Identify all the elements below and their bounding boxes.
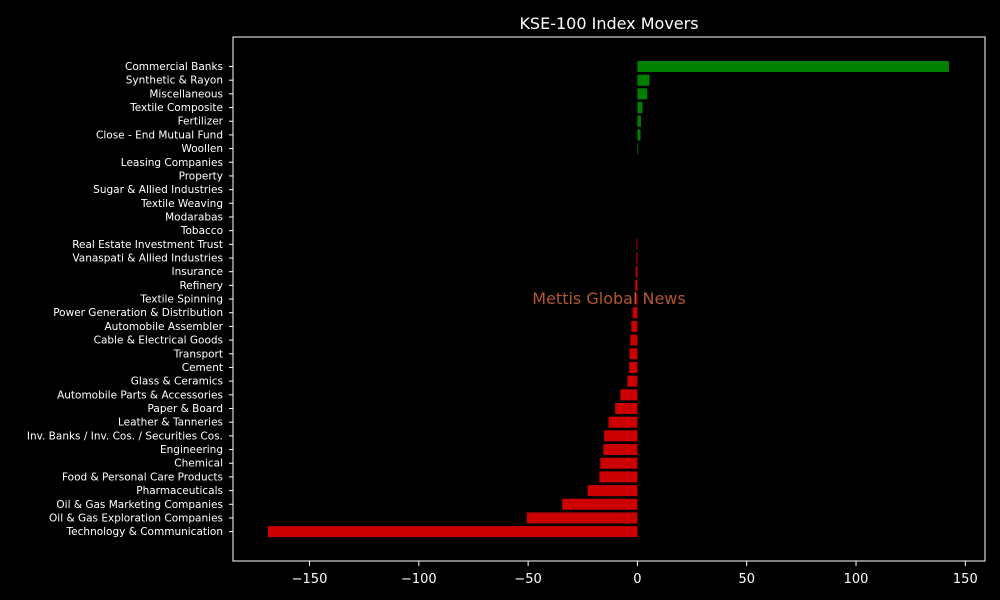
bar	[604, 430, 638, 442]
bar	[615, 403, 638, 414]
bar	[637, 115, 641, 127]
bar	[636, 238, 638, 250]
bar	[631, 320, 638, 332]
category-label: Automobile Parts & Accessories	[57, 389, 223, 401]
category-label: Power Generation & Distribution	[53, 307, 223, 319]
x-tick-label: 50	[738, 572, 755, 587]
bar	[629, 361, 638, 373]
category-label: Vanaspati & Allied Industries	[72, 253, 223, 265]
category-label: Cable & Electrical Goods	[94, 335, 223, 347]
category-label: Miscellaneous	[149, 88, 223, 100]
category-label: Textile Composite	[129, 102, 223, 114]
category-label: Woollen	[181, 143, 223, 155]
bar	[634, 293, 638, 305]
bar	[629, 348, 638, 360]
x-tick-label: 150	[953, 572, 978, 587]
bar	[620, 389, 638, 401]
bar	[637, 102, 643, 114]
category-label: Paper & Board	[148, 403, 223, 415]
category-label: Pharmaceuticals	[136, 485, 223, 497]
x-tick-label: 0	[633, 572, 641, 587]
category-label: Inv. Banks / Inv. Cos. / Securities Cos.	[27, 430, 223, 442]
bar	[526, 512, 638, 524]
bar	[603, 444, 638, 456]
x-tick-label: −50	[514, 572, 541, 587]
category-label: Commercial Banks	[125, 61, 223, 73]
x-tick-label: −100	[401, 572, 437, 587]
category-label: Food & Personal Care Products	[62, 471, 223, 483]
plot-frame	[232, 36, 986, 562]
category-label: Cement	[182, 362, 223, 374]
bar	[632, 307, 638, 319]
category-label: Synthetic & Rayon	[126, 75, 223, 87]
category-label: Property	[179, 170, 223, 182]
category-label: Leasing Companies	[121, 157, 223, 169]
category-label: Sugar & Allied Industries	[93, 184, 223, 196]
category-label: Tobacco	[180, 225, 223, 237]
category-label: Technology & Communication	[66, 526, 223, 538]
bar	[587, 485, 638, 497]
category-label: Glass & Ceramics	[131, 376, 223, 388]
category-label: Textile Weaving	[140, 198, 223, 210]
bar	[562, 498, 638, 510]
x-tick-label: 100	[844, 572, 869, 587]
bar	[637, 74, 650, 86]
category-label: Close - End Mutual Fund	[96, 129, 223, 141]
bar	[636, 252, 638, 264]
category-label: Real Estate Investment Trust	[72, 239, 223, 251]
bar	[267, 526, 638, 538]
category-label: Automobile Assembler	[105, 321, 224, 333]
category-label: Modarabas	[165, 211, 223, 223]
category-label: Transport	[173, 348, 223, 360]
bars-group	[267, 61, 949, 538]
category-label: Engineering	[160, 444, 223, 456]
watermark: Mettis Global News	[532, 289, 685, 308]
category-label: Fertilizer	[178, 116, 224, 128]
category-labels-group: Commercial Banks Synthetic & RayonMiscell…	[27, 61, 233, 538]
bar	[635, 266, 638, 278]
category-label: Oil & Gas Marketing Companies	[56, 499, 223, 511]
bar	[637, 143, 639, 155]
bar	[637, 61, 949, 72]
category-label: Chemical	[174, 458, 223, 470]
category-label: Insurance	[171, 266, 223, 278]
chart-title: KSE-100 Index Movers	[519, 14, 698, 33]
category-label: Textile Spinning	[139, 294, 223, 306]
bar	[599, 471, 638, 483]
bar	[608, 416, 638, 428]
bar	[637, 88, 648, 100]
x-axis: −150 −100 −50 0 50 100 150	[292, 561, 978, 587]
x-tick-label: −150	[292, 572, 328, 587]
bar	[635, 279, 638, 291]
bar	[600, 457, 638, 469]
bar	[637, 129, 641, 141]
bar	[627, 375, 638, 387]
category-label: Oil & Gas Exploration Companies	[49, 512, 223, 524]
bar	[630, 334, 638, 346]
category-label: Refinery	[179, 280, 223, 292]
category-label: Leather & Tanneries	[118, 417, 223, 429]
